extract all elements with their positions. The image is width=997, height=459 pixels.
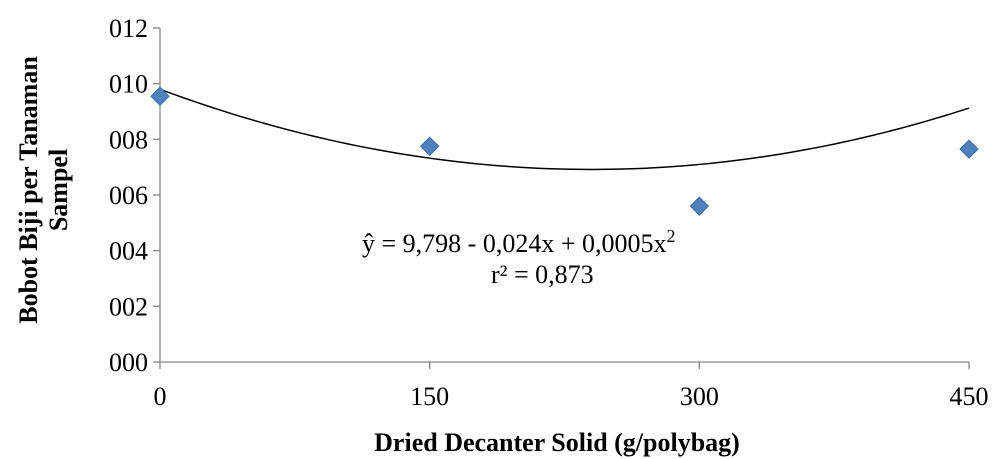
y-tick-label: 008 <box>109 125 148 154</box>
regression-equation: ŷ = 9,798 - 0,024x + 0,0005x2 <box>362 226 675 258</box>
x-tick-label: 150 <box>410 382 449 411</box>
y-tick-label: 004 <box>109 237 148 266</box>
r-squared-label: r² = 0,873 <box>491 260 594 289</box>
data-point-marker <box>689 196 710 216</box>
data-point-marker <box>959 139 979 159</box>
data-points <box>150 86 979 216</box>
x-axis-title: Dried Decanter Solid (g/polybag) <box>374 428 740 457</box>
y-tick-label: 010 <box>109 70 148 99</box>
trendline-curve <box>159 88 970 171</box>
y-axis-ticks: 000 002 004 006 008 010 012 <box>109 14 160 377</box>
y-tick-label: 002 <box>109 292 148 321</box>
x-tick-label: 450 <box>950 382 989 411</box>
y-tick-label: 012 <box>109 14 148 43</box>
x-tick-label: 0 <box>154 382 167 411</box>
data-point-marker <box>419 136 440 156</box>
y-tick-label: 006 <box>109 181 148 210</box>
y-axis-title-line-1: Bobot Biji per Tanaman <box>14 56 43 324</box>
x-tick-label: 300 <box>680 382 719 411</box>
x-axis-ticks: 0 150 300 450 <box>154 362 989 411</box>
y-axis-title-line-2: Sampel <box>44 149 73 231</box>
y-tick-label: 000 <box>109 348 148 377</box>
data-point-marker <box>150 86 170 106</box>
